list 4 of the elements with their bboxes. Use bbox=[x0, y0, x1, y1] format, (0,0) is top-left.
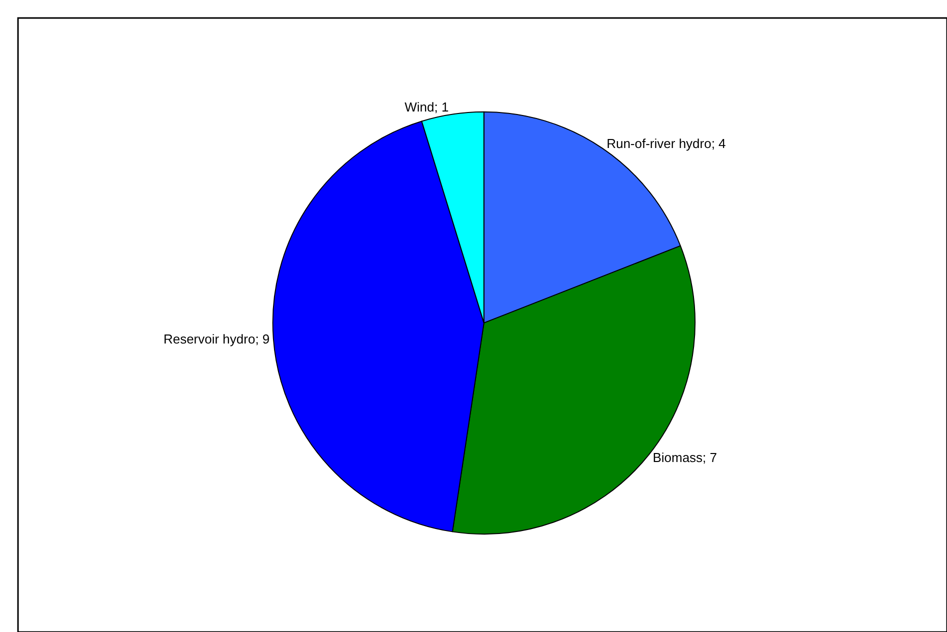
slice-label: Run-of-river hydro; 4 bbox=[606, 136, 726, 151]
slice-label: Reservoir hydro; 9 bbox=[163, 331, 270, 346]
slice-label: Biomass; 7 bbox=[652, 450, 718, 465]
slice-label: Wind; 1 bbox=[404, 99, 449, 114]
